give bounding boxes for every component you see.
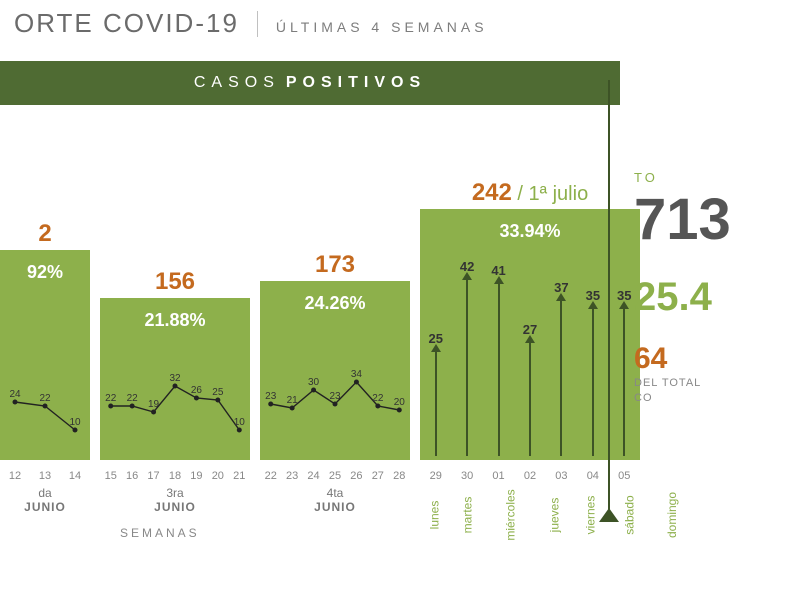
point-label: 23 [265,391,276,402]
x-tick-label: 14 [60,470,90,482]
summary-column: TO 713 25.4 64 DEL TOTAL CO [620,80,800,550]
header-divider [257,11,258,37]
week-panel: 15621.88%22221932262510151617181920213ra… [100,298,250,460]
point-label: 26 [191,385,202,396]
point-label: 32 [169,373,180,384]
summary-total-label: TO [634,170,800,185]
panel-pct: 92% [0,262,90,283]
sparkline [100,348,250,458]
x-tick-label: 18 [164,470,185,482]
point-label: 22 [105,393,116,404]
x-tick-label: 23 [281,470,302,482]
point-label: 23 [329,391,340,402]
day-name: jueves [547,498,561,533]
week-label: 3raJUNIO [100,486,250,514]
x-tick-label: 25 [324,470,345,482]
arrow-icon [435,350,437,456]
panel-pct: 21.88% [100,310,250,331]
x-tick-label: 13 [30,470,60,482]
day-column: 35 [577,288,608,456]
section-banner: CASOS POSITIVOS [0,61,620,105]
arrow-icon [529,341,531,456]
panel-pct: 24.26% [260,293,410,314]
week-label: daJUNIO [0,486,90,514]
day-column: 25 [420,331,451,456]
x-tick-label: 01 [483,470,514,482]
day-column: 41 [483,263,514,456]
point-label: 19 [148,399,159,410]
point-label: 10 [234,417,245,428]
page-title: ORTE COVID-19 [14,8,239,39]
point-label: 30 [308,377,319,388]
chart-area: 2 92% 24 22 10 121314 daJUNIO 156 21.88% 22 22 19 32… [0,100,640,550]
day-column: 42 [451,259,482,456]
point-label: 22 [372,393,383,404]
point-label: 34 [351,369,362,380]
week-label: 4taJUNIO [260,486,410,514]
banner-prefix: CASOS [194,74,280,92]
panel-row: 292%242210121314daJUNIO15621.88%22221932… [0,150,640,460]
day-name-row: lunesmartesmiércolesjuevesviernessábadod… [420,494,640,508]
x-tick-label: 27 [367,470,388,482]
x-labels: 22232425262728 [260,470,410,482]
panel-total: 2 [0,220,90,248]
daily-bars: 25424127373535 [420,205,640,456]
summary-total-value: 713 [634,191,800,249]
x-tick-label: 17 [143,470,164,482]
panel-total: 156 [100,268,250,296]
day-column: 37 [546,280,577,456]
x-labels: 121314 [0,470,90,482]
x-tick-label: 03 [546,470,577,482]
point-label: 21 [287,395,298,406]
summary-subnote: DEL TOTAL CO [634,376,800,407]
week-panel: 242 / 1ª julio33.94%25424127373535lunesm… [420,209,640,460]
x-tick-label: 28 [389,470,410,482]
point-label: 10 [69,417,80,428]
arrow-icon [466,278,468,456]
arrow-icon [498,282,500,456]
page-subtitle: ÚLTIMAS 4 SEMANAS [276,19,488,35]
x-tick-label: 30 [451,470,482,482]
x-tick-label: 04 [577,470,608,482]
weeks-axis-label: SEMANAS [120,526,200,540]
x-tick-label: 22 [260,470,281,482]
x-tick-label: 12 [0,470,30,482]
x-tick-label: 26 [346,470,367,482]
point-label: 25 [212,387,223,398]
x-tick-label: 21 [229,470,250,482]
page-header: ORTE COVID-19 ÚLTIMAS 4 SEMANAS [0,0,800,51]
point-label: 24 [9,389,20,400]
arrow-icon [592,307,594,456]
x-tick-label: 19 [186,470,207,482]
point-label: 20 [394,397,405,408]
banner-bold: POSITIVOS [286,74,426,92]
x-tick-label: 20 [207,470,228,482]
summary-pct-value: 25.4 [634,275,800,320]
x-tick-label: 16 [121,470,142,482]
x-tick-label: 02 [514,470,545,482]
day-name: viernes [584,496,598,535]
panel-total-extra: / 1ª julio [512,183,588,205]
summary-separator-arrow [608,80,610,520]
x-tick-label: 24 [303,470,324,482]
x-tick-label: 29 [420,470,451,482]
day-name: lunes [427,501,441,530]
x-tick-label: 15 [100,470,121,482]
day-name: martes [460,497,474,534]
week-panel: 292%242210121314daJUNIO [0,250,90,460]
x-labels: 15161718192021 [100,470,250,482]
arrow-icon [560,299,562,456]
x-labels: 29300102030405 [420,470,640,482]
point-label: 22 [39,393,50,404]
week-panel: 17324.26%23213023342220222324252627284ta… [260,281,410,460]
day-name: miércoles [504,489,518,540]
panel-total: 242 / 1ª julio [420,179,640,207]
day-column: 27 [514,322,545,456]
panel-total: 173 [260,251,410,279]
summary-subtotal-value: 64 [634,342,800,376]
sparkline [260,348,410,458]
point-label: 22 [127,393,138,404]
